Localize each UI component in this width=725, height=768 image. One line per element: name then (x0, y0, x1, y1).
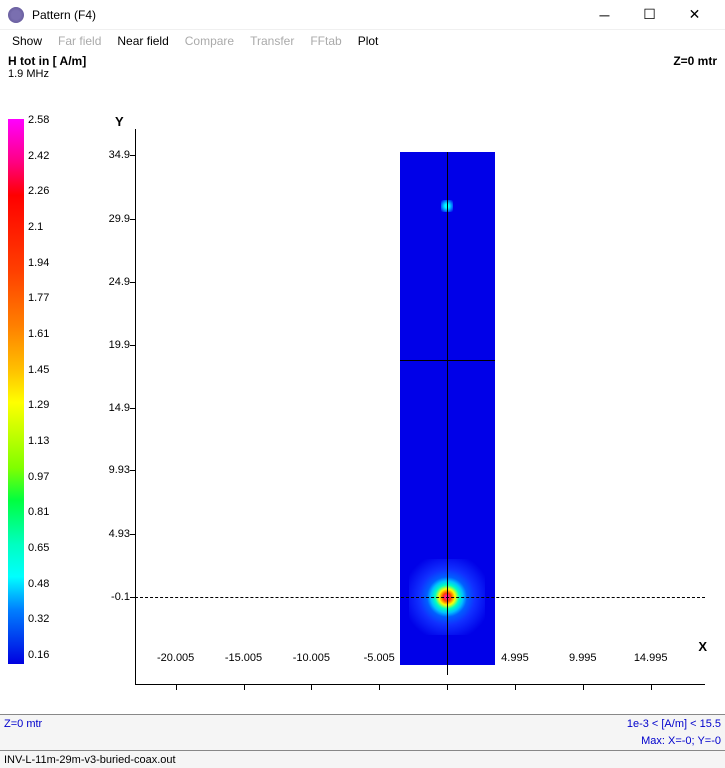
colorbar-tick: 2.42 (28, 150, 49, 162)
x-tick: 14.995 (634, 652, 668, 664)
info-bar: H tot in [ A/m] Z=0 mtr (0, 52, 725, 68)
title-bar: Pattern (F4) ─ ☐ ✕ (0, 0, 725, 30)
menu-compare: Compare (177, 32, 242, 50)
colorbar-tick: 0.81 (28, 506, 49, 518)
y-tick: 9.93 (109, 464, 130, 476)
colorbar-gradient (8, 119, 24, 664)
plot-area: 2.58 2.42 2.26 2.1 1.94 1.77 1.61 1.45 1.29 1.13 0… (0, 84, 725, 714)
colorbar-tick: 0.97 (28, 471, 49, 483)
x-axis-label: X (698, 639, 707, 654)
y-tick: 29.9 (109, 213, 130, 225)
colorbar-tick: 0.48 (28, 578, 49, 590)
window-controls: ─ ☐ ✕ (582, 0, 717, 30)
ground-line (135, 597, 705, 598)
colorbar-tick: 0.16 (28, 649, 49, 661)
status-max: Max: X=-0; Y=-0 (641, 735, 721, 747)
menu-transfer: Transfer (242, 32, 302, 50)
window-title: Pattern (F4) (32, 8, 96, 22)
field-quantity-label: H tot in [ A/m] (8, 54, 86, 68)
menu-far-field: Far field (50, 32, 109, 50)
frequency-label: 1.9 MHz (0, 68, 725, 84)
colorbar-tick: 1.77 (28, 292, 49, 304)
y-tick: 14.9 (109, 402, 130, 414)
app-icon (8, 7, 24, 23)
x-tick: 9.995 (569, 652, 597, 664)
minimize-button[interactable]: ─ (582, 0, 627, 30)
colorbar-tick: 1.45 (28, 364, 49, 376)
file-bar: INV-L-11m-29m-v3-buried-coax.out (0, 750, 725, 768)
colorbar-tick: 1.94 (28, 257, 49, 269)
menu-show[interactable]: Show (4, 32, 50, 50)
menu-bar: ShowFar fieldNear fieldCompareTransferFF… (0, 30, 725, 52)
y-tick: 34.9 (109, 149, 130, 161)
maximize-button[interactable]: ☐ (627, 0, 672, 30)
colorbar-tick: 2.1 (28, 221, 43, 233)
colorbar-tick: 0.32 (28, 613, 49, 625)
crosshair-vertical (447, 152, 448, 675)
colorbar-tick: 2.58 (28, 114, 49, 126)
status-bar: Z=0 mtr 1e-3 < [A/m] < 15.5 (0, 714, 725, 732)
x-tick: -15.005 (225, 652, 262, 664)
y-tick: 19.9 (109, 339, 130, 351)
menu-plot[interactable]: Plot (350, 32, 387, 50)
close-button[interactable]: ✕ (672, 0, 717, 30)
chart: Y X 34.9 29.9 24.9 19.9 14.9 9.93 4.93 -0.1 -20.… (70, 94, 715, 674)
y-tick: 24.9 (109, 276, 130, 288)
colorbar-tick: 1.61 (28, 328, 49, 340)
menu-near-field[interactable]: Near field (109, 32, 176, 50)
x-tick: -10.005 (293, 652, 330, 664)
status-range: 1e-3 < [A/m] < 15.5 (627, 718, 721, 730)
crosshair-horizontal (400, 360, 495, 361)
y-tick: 4.93 (109, 528, 130, 540)
colorbar-tick: 2.26 (28, 185, 49, 197)
z-plane-label: Z=0 mtr (673, 54, 717, 68)
status-right: 1e-3 < [A/m] < 15.5 (627, 718, 721, 730)
menu-fftab: FFtab (302, 32, 349, 50)
x-tick: 4.995 (501, 652, 529, 664)
y-tick: -0.1 (111, 591, 130, 603)
status-bar-2: Max: X=-0; Y=-0 (0, 732, 725, 750)
x-tick: -5.005 (364, 652, 395, 664)
colorbar-tick: 1.13 (28, 435, 49, 447)
file-name: INV-L-11m-29m-v3-buried-coax.out (4, 754, 176, 766)
y-axis-label: Y (115, 114, 124, 129)
x-tick: -20.005 (157, 652, 194, 664)
colorbar-tick: 1.29 (28, 399, 49, 411)
status-z: Z=0 mtr (4, 718, 42, 730)
colorbar-tick: 0.65 (28, 542, 49, 554)
